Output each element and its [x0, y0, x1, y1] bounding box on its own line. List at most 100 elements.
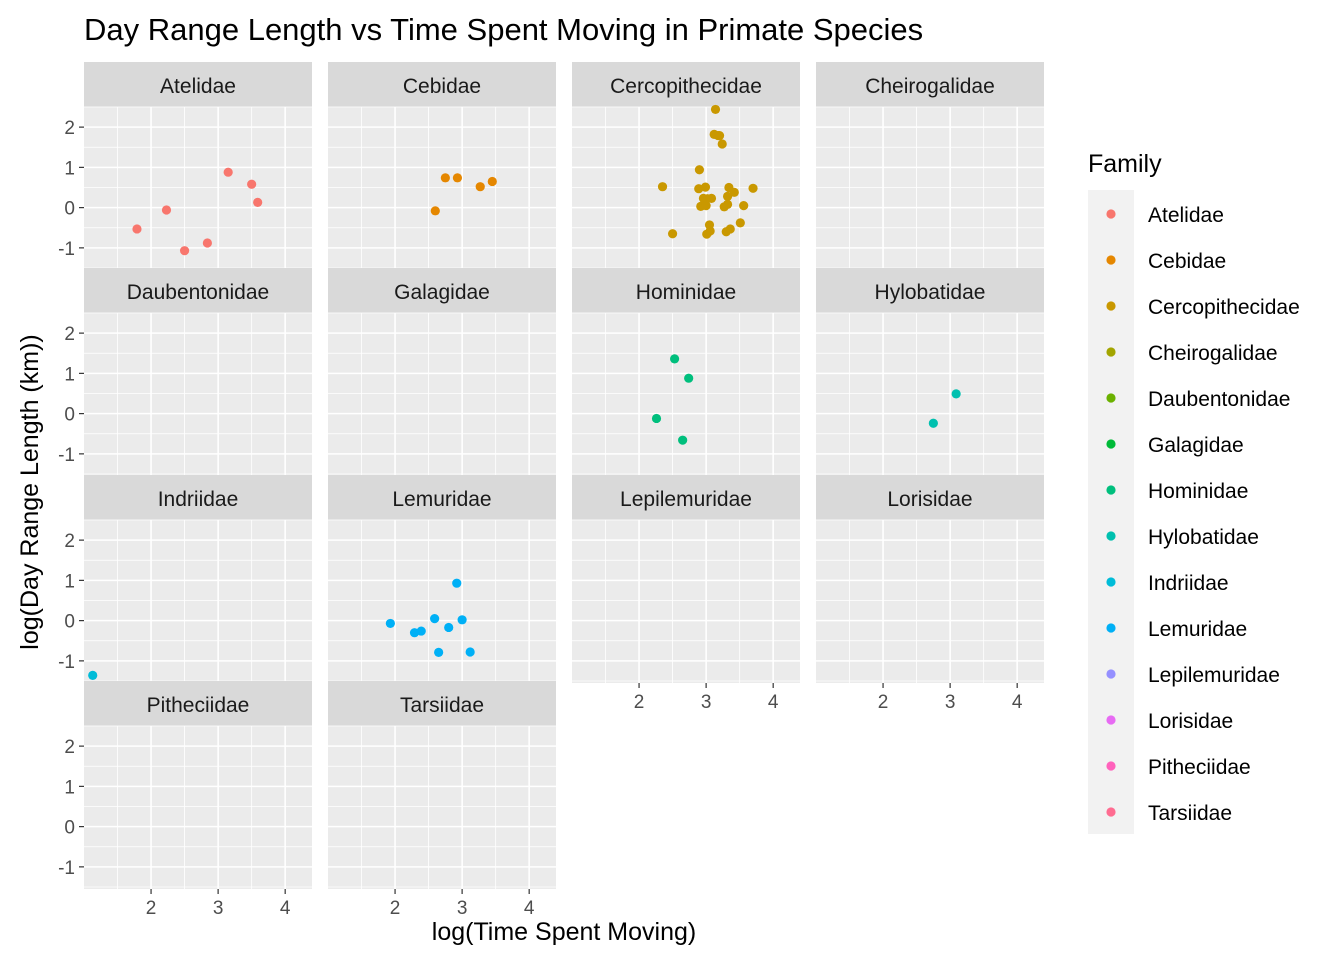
y-tick-label: 2: [64, 118, 75, 139]
facet-strip: [328, 62, 556, 107]
legend-key-marker: [1106, 439, 1116, 449]
facet-strip: [572, 475, 800, 520]
legend-label: Lemuridae: [1148, 618, 1247, 641]
data-point: [202, 238, 212, 248]
facet-strip-label: Lepilemuridae: [620, 488, 752, 511]
legend: Family Atelidae Cebidae Cercopithecidae Che…: [1088, 150, 1300, 834]
y-tick-label: 1: [64, 158, 75, 179]
legend-key-marker: [1106, 623, 1116, 633]
facet-strip: [816, 268, 1044, 313]
legend-item-indriidae: Indriidae: [1106, 572, 1229, 595]
facet-strip: [572, 62, 800, 107]
data-point: [694, 165, 705, 175]
data-point: [440, 173, 450, 183]
facet-strip: [328, 475, 556, 520]
y-tick-label: 1: [64, 777, 75, 798]
data-point: [487, 176, 497, 187]
data-point: [667, 229, 678, 239]
panel-background: [816, 107, 1044, 270]
legend-item-lemuridae: Lemuridae: [1106, 618, 1247, 641]
facet-strip-label: Cheirogalidae: [865, 75, 995, 98]
panel-background: [84, 313, 312, 476]
legend-key-marker: [1106, 347, 1116, 357]
data-point: [465, 647, 475, 657]
y-tick-label: 0: [64, 818, 75, 839]
facet-galagidae: Galagidae: [328, 268, 556, 476]
y-tick-label: -1: [58, 858, 75, 879]
facet-tarsiidae: Tarsiidae 2 3 4: [328, 681, 556, 919]
legend-item-cercopithecidae: Cercopithecidae: [1106, 296, 1300, 319]
panel-background: [572, 107, 800, 270]
facet-lepilemuridae: Lepilemuridae 2 3 4: [572, 475, 800, 713]
facet-strip-label: Atelidae: [160, 75, 236, 98]
legend-item-hylobatidae: Hylobatidae: [1106, 526, 1259, 549]
data-point: [951, 389, 961, 399]
facet-strip-label: Lemuridae: [392, 488, 491, 511]
facet-atelidae: Atelidae -1 0 1 2: [58, 62, 312, 270]
legend-key-marker: [1106, 485, 1116, 495]
data-point: [430, 614, 440, 624]
facet-strip-label: Hominidae: [636, 281, 736, 304]
facet-strip-label: Pitheciidae: [147, 694, 250, 717]
panel-background: [328, 107, 556, 270]
facet-indriidae: Indriidae -1 0 1 2: [58, 475, 312, 683]
data-point: [179, 246, 190, 256]
facet-strip: [572, 268, 800, 313]
facet-daubentonidae: Daubentonidae -1 0 1 2: [58, 268, 312, 476]
data-point: [475, 182, 485, 192]
data-point: [701, 201, 711, 211]
facet-hominidae: Hominidae: [572, 268, 800, 476]
facet-strip-label: Tarsiidae: [400, 694, 484, 717]
data-point: [705, 226, 715, 236]
data-point: [88, 670, 98, 680]
panel-background: [572, 313, 800, 476]
legend-label: Atelidae: [1148, 204, 1224, 227]
facet-hylobatidae: Hylobatidae: [816, 268, 1044, 476]
y-tick-label: -1: [58, 239, 75, 260]
x-tick-label: 3: [945, 692, 956, 713]
panel-background: [84, 726, 312, 889]
legend-label: Cercopithecidae: [1148, 296, 1300, 319]
data-point: [670, 354, 680, 364]
data-point: [452, 173, 463, 183]
facet-lorisidae: Lorisidae 2 3 4: [816, 475, 1044, 713]
legend-label: Lepilemuridae: [1148, 664, 1280, 687]
data-point: [223, 167, 233, 177]
x-tick-label: 3: [457, 898, 468, 919]
data-point: [710, 104, 721, 115]
facet-lemuridae: Lemuridae: [328, 475, 556, 683]
data-point: [657, 182, 668, 192]
facet-strip: [84, 681, 312, 726]
x-axis-title: log(Time Spent Moving): [432, 918, 696, 946]
x-tick-label: 2: [878, 692, 889, 713]
legend-label: Daubentonidae: [1148, 388, 1290, 411]
legend-key-marker: [1106, 669, 1116, 679]
legend-label: Lorisidae: [1148, 710, 1233, 733]
y-tick-label: 2: [64, 531, 75, 552]
legend-label: Pitheciidae: [1148, 756, 1251, 779]
facet-strip: [816, 62, 1044, 107]
y-tick-label: 2: [64, 324, 75, 345]
data-point: [385, 618, 395, 629]
legend-key-marker: [1106, 761, 1116, 771]
data-point: [161, 205, 172, 215]
legend-item-cebidae: Cebidae: [1106, 250, 1226, 273]
data-point: [457, 615, 467, 625]
y-tick-label: 1: [64, 364, 75, 385]
y-tick-label: -1: [58, 652, 75, 673]
data-point: [651, 413, 662, 424]
facet-cebidae: Cebidae: [328, 62, 556, 270]
legend-key-marker: [1106, 531, 1116, 541]
legend-item-atelidae: Atelidae: [1106, 204, 1224, 227]
legend-label: Galagidae: [1148, 434, 1244, 457]
legend-item-lorisidae: Lorisidae: [1106, 710, 1233, 733]
x-tick-label: 2: [146, 898, 157, 919]
data-point: [132, 224, 142, 234]
legend-label: Cheirogalidae: [1148, 342, 1278, 365]
panel-background: [816, 520, 1044, 683]
data-point: [444, 622, 454, 633]
x-tick-label: 4: [768, 692, 779, 713]
data-point: [735, 218, 745, 228]
legend-key-marker: [1106, 393, 1116, 403]
